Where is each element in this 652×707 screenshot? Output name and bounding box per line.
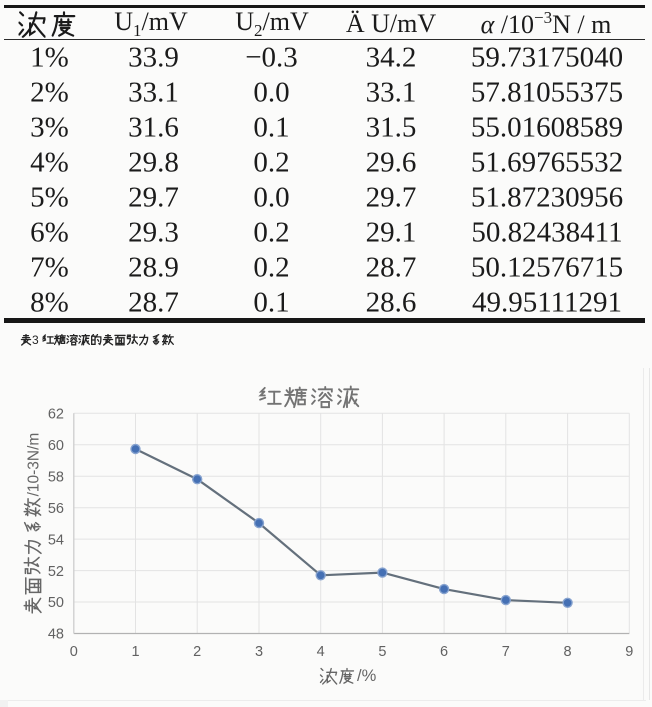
svg-text:1: 1	[131, 644, 139, 660]
svg-text:0: 0	[70, 644, 78, 660]
svg-text:62: 62	[48, 407, 64, 423]
svg-text:7: 7	[502, 644, 510, 660]
svg-text:3: 3	[255, 644, 263, 660]
svg-text:52: 52	[48, 564, 64, 580]
svg-text:56: 56	[48, 501, 64, 517]
svg-text:/10-3N/m: /10-3N/m	[26, 433, 43, 497]
svg-text:6: 6	[440, 644, 448, 660]
svg-text:8: 8	[564, 644, 572, 660]
svg-text:4: 4	[317, 644, 325, 660]
svg-text:54: 54	[48, 532, 64, 548]
svg-text:2: 2	[193, 644, 201, 660]
svg-text:5: 5	[378, 644, 386, 660]
svg-text:/%: /%	[357, 667, 377, 685]
svg-text:9: 9	[625, 644, 633, 660]
svg-text:60: 60	[48, 438, 64, 454]
svg-text:58: 58	[48, 469, 64, 485]
svg-text:48: 48	[48, 627, 64, 643]
svg-text:50: 50	[48, 595, 64, 611]
